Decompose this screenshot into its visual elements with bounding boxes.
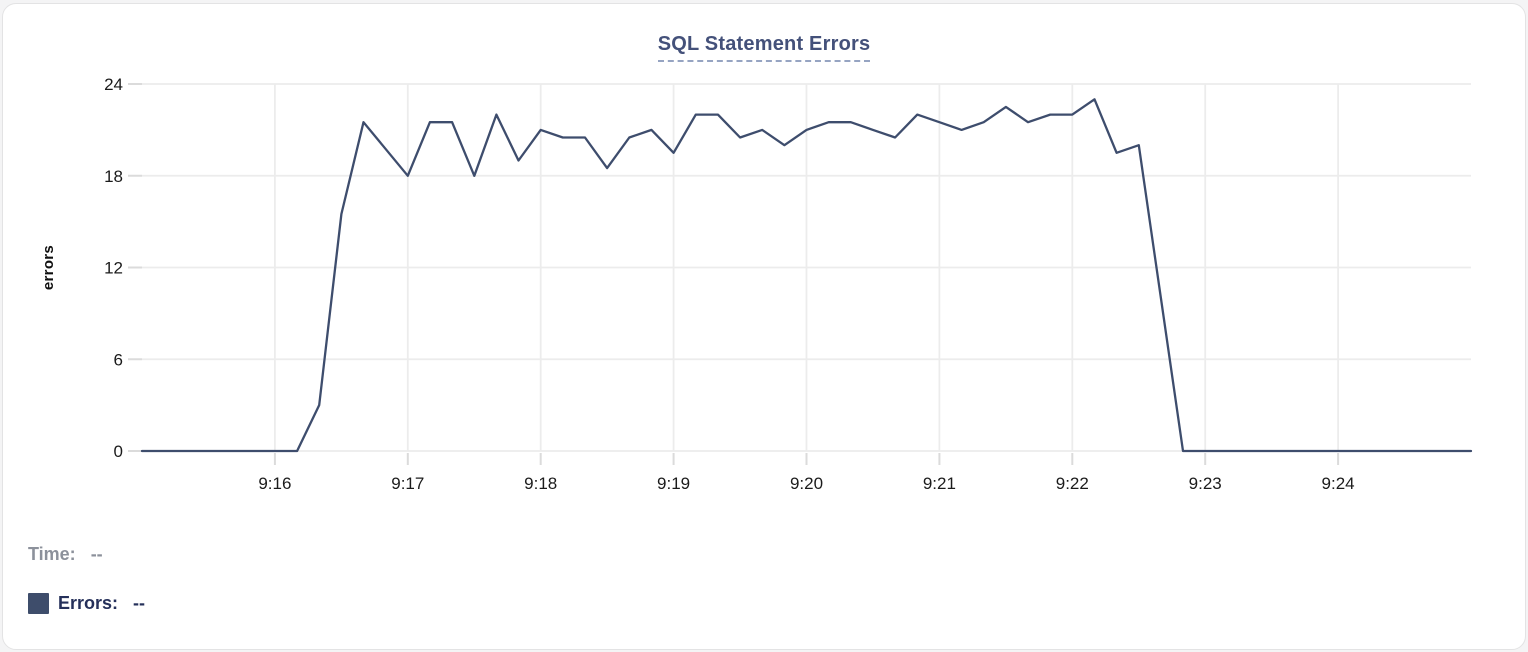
crosshair-readout: Time: -- Errors: -- xyxy=(28,542,145,640)
errors-line-chart[interactable]: 0 6 12 18 24 9:16 9:17 9:18 9:19 9:20 9:21 9:22 9:23… xyxy=(3,4,1527,516)
chart-title-link[interactable]: SQL Statement Errors xyxy=(657,33,871,62)
x-tick-label: 9:24 xyxy=(1322,474,1355,493)
x-tick-label: 9:19 xyxy=(657,474,690,493)
x-tick-label: 9:23 xyxy=(1189,474,1222,493)
y-axis-title: errors xyxy=(40,245,57,290)
x-tick-label: 9:21 xyxy=(923,474,956,493)
x-tick-label: 9:16 xyxy=(258,474,291,493)
errors-series-swatch xyxy=(28,592,49,614)
x-tick-label: 9:22 xyxy=(1056,474,1089,493)
time-readout-row: Time: -- xyxy=(28,542,145,566)
y-tick-label: 18 xyxy=(104,167,123,186)
errors-readout-row: Errors: -- xyxy=(28,591,145,615)
y-tick-label: 24 xyxy=(104,75,123,94)
x-tick-label: 9:20 xyxy=(790,474,823,493)
errors-value: -- xyxy=(133,592,146,613)
y-tick-label: 0 xyxy=(114,442,123,461)
chart-card: SQL Statement Errors 0 6 12 18 24 9:16 9:17 9:1… xyxy=(2,3,1526,650)
x-tick-label: 9:18 xyxy=(524,474,557,493)
x-tick-label: 9:17 xyxy=(391,474,424,493)
y-tick-label: 12 xyxy=(104,259,123,278)
errors-label: Errors: xyxy=(58,592,119,613)
chart-header: SQL Statement Errors xyxy=(3,33,1525,62)
time-value: -- xyxy=(90,543,103,564)
time-label: Time: xyxy=(28,543,76,564)
y-tick-label: 6 xyxy=(114,350,123,369)
errors-series-line xyxy=(140,98,1473,453)
